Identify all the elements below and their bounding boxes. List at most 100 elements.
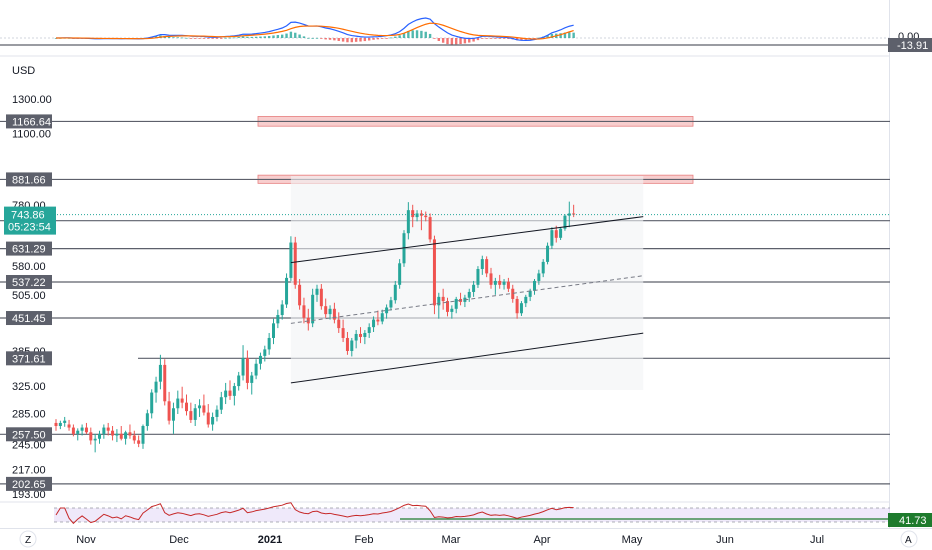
timezone-button-label: Z [25, 535, 31, 546]
candle-body [154, 381, 158, 393]
macd-hist-bar [550, 33, 554, 38]
macd-hist-bar [259, 36, 262, 38]
candle-body [341, 328, 345, 338]
macd-hist-bar [402, 33, 406, 38]
candle-body [489, 273, 493, 285]
macd-hist-bar [481, 38, 484, 39]
timezone-button[interactable] [19, 530, 37, 548]
macd-hist-bar [185, 37, 188, 39]
time-axis-label: Dec [169, 534, 189, 546]
price-level-tag [6, 241, 52, 256]
candle-body [202, 405, 206, 413]
macd-hist-bar [572, 32, 575, 38]
candle-body [193, 408, 197, 420]
macd-hist-bar [381, 38, 384, 39]
candle-body [276, 315, 280, 324]
candle-body [132, 435, 136, 441]
macd-hist-bar [333, 38, 336, 41]
price-tick-label: 193.00 [12, 489, 46, 501]
candle-body [389, 300, 393, 308]
channel-lower-line [290, 332, 644, 384]
candle-body [124, 432, 128, 439]
candle-body [254, 363, 258, 376]
candle-body [280, 304, 284, 316]
macd-hist-bar [359, 38, 362, 42]
rsi-line [55, 502, 574, 525]
price-level-tag [6, 172, 52, 187]
rsi-value-label: 41.73 [899, 515, 927, 527]
time-axis-label: Apr [533, 534, 550, 546]
candle-body [337, 319, 341, 329]
macd-signal-line [55, 22, 574, 40]
auto-scale-button[interactable] [900, 530, 918, 548]
candle-body [98, 433, 101, 439]
candle-body [480, 259, 484, 270]
macd-hist-bar [207, 38, 210, 39]
macd-hist-bar [198, 38, 201, 39]
candle-body [232, 386, 236, 396]
candle-body [141, 426, 145, 444]
price-tick-label: 285.00 [12, 408, 46, 420]
candle-body [332, 308, 336, 320]
candle-body [393, 284, 397, 301]
macd-hist-bar [389, 37, 393, 39]
candle-body [533, 280, 536, 291]
candle-body [385, 307, 389, 314]
macd-hist-bar [267, 35, 271, 38]
candle-body [93, 438, 97, 441]
price-tick-label: 505.00 [12, 290, 46, 302]
macd-hist-bar [172, 37, 175, 39]
price-level-label: 257.50 [12, 429, 46, 441]
time-axis-labels: Nov Dec 2021 Feb Mar Apr May Jun Jul [76, 534, 824, 546]
candle-body [150, 392, 154, 414]
last-price-tag-bg [4, 206, 56, 235]
candle-body [119, 433, 123, 439]
macd-panel: 0.00 -13.91 [0, 17, 932, 52]
candle-body [411, 210, 415, 218]
macd-hist-bar [341, 38, 345, 42]
candle-body [428, 217, 432, 240]
macd-hist-bar [289, 31, 293, 38]
candle-body [80, 427, 84, 431]
candle-body [367, 327, 371, 333]
candle-body [219, 397, 223, 410]
candle-body [406, 210, 410, 234]
macd-hist-bar [498, 38, 501, 39]
candle-body [376, 319, 380, 322]
time-axis-label: Jul [810, 534, 824, 546]
price-axis-ticks: 1300.001100.00780.00580.00505.00385.0032… [12, 94, 52, 501]
candle-body [506, 281, 510, 289]
candle-body [224, 390, 228, 398]
candle-body [398, 263, 402, 285]
candle-body [54, 422, 58, 427]
macd-hist-bar [463, 38, 467, 44]
macd-hist-bar [337, 38, 340, 41]
candle-body [163, 364, 167, 402]
candle-body [441, 296, 445, 302]
macd-hist-bar [276, 35, 280, 38]
macd-hist-bar [54, 38, 58, 39]
macd-hist-bar [237, 37, 240, 38]
macd-value-label: -13.91 [897, 40, 928, 52]
candle-body [176, 398, 180, 409]
price-tick-label: 1300.00 [12, 94, 52, 106]
candlesticks [54, 201, 576, 453]
candle-body [189, 411, 193, 420]
candle-body [502, 281, 506, 285]
macd-hist-bar [459, 38, 462, 44]
candle-body [528, 290, 532, 297]
candle-body [467, 291, 471, 298]
candle-body [524, 296, 528, 304]
candle-countdown: 05:23:54 [8, 222, 51, 234]
macd-hist-bar [428, 33, 432, 38]
last-price-value: 743.86 [11, 210, 45, 222]
candle-body [298, 284, 302, 306]
candle-body [67, 424, 71, 428]
macd-hist-bar [368, 38, 371, 41]
candle-body [311, 294, 315, 324]
candle-body [245, 358, 249, 383]
candle-body [359, 333, 362, 337]
candle-body [289, 242, 293, 278]
macd-hist-bar [328, 38, 332, 40]
